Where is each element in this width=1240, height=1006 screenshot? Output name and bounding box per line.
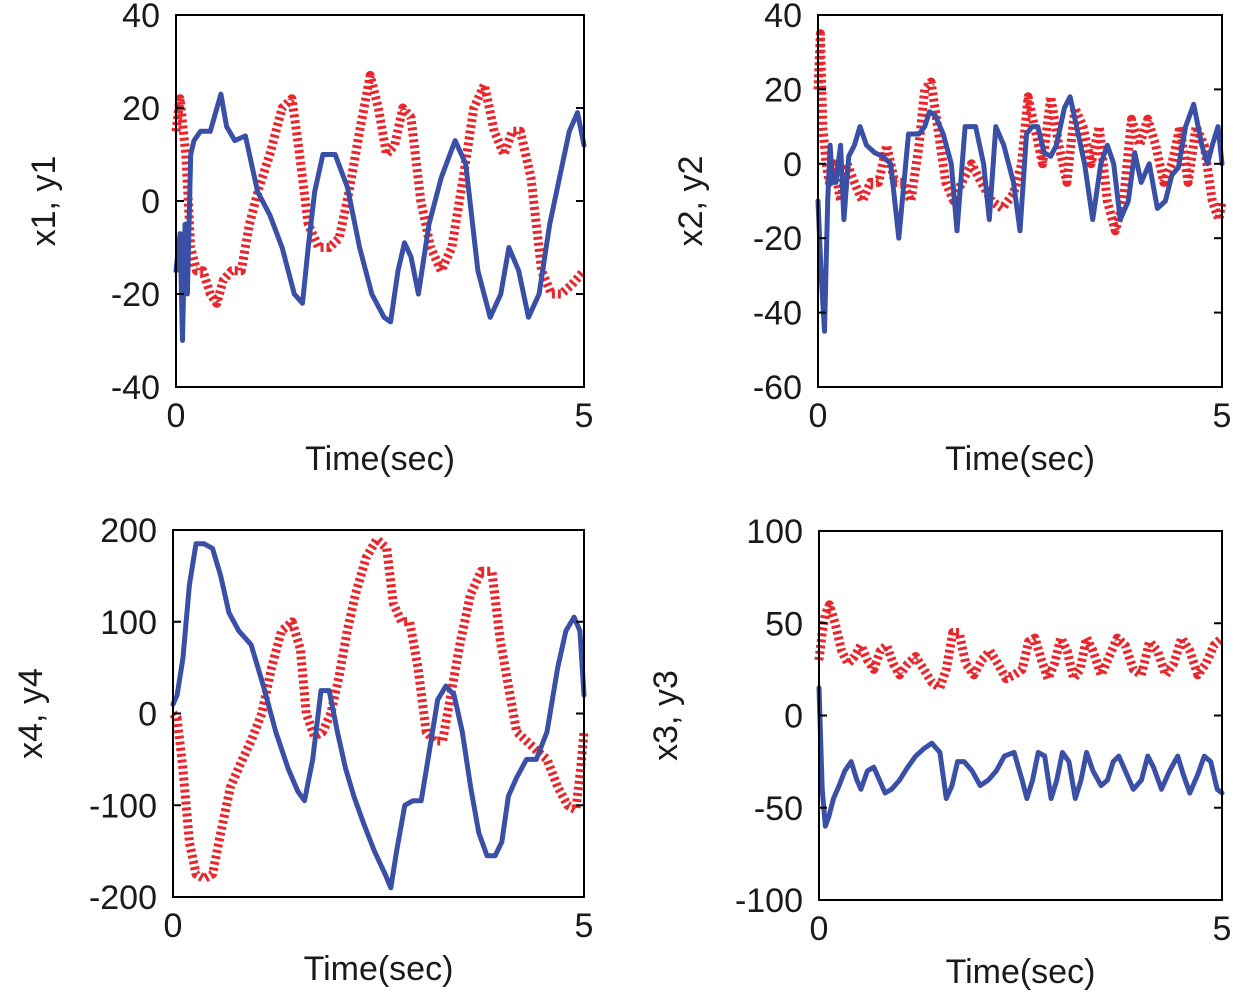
y-tick-label: 0: [138, 696, 157, 734]
series-line-x1: [173, 91, 587, 343]
y-axis-label: x1, y1: [25, 156, 63, 247]
y-tick-label: 100: [746, 513, 803, 551]
series-line-x3: [816, 685, 1225, 829]
x-tick-label: 5: [1213, 910, 1232, 948]
y-tick-label: 0: [783, 146, 802, 184]
x-axis-label: Time(sec): [304, 950, 454, 988]
y-tick-label: -20: [111, 276, 160, 314]
x-tick-label: 0: [810, 910, 829, 948]
y-tick-label: -100: [735, 882, 803, 920]
y-tick-label: -200: [89, 879, 157, 917]
plot-frame: [172, 529, 585, 898]
y-tick-label: -50: [754, 790, 803, 828]
y-tick-label: 50: [765, 605, 803, 643]
plot-frame: [175, 14, 585, 388]
y-tick-label: 200: [100, 512, 157, 550]
x-axis-label: Time(sec): [305, 440, 455, 478]
x-tick-label: 5: [575, 907, 594, 945]
y-tick-label: 20: [764, 71, 802, 109]
y-tick-label: 40: [122, 0, 160, 35]
y-tick-label: -60: [753, 369, 802, 407]
x-tick-label: 0: [167, 397, 186, 435]
x-tick-label: 5: [1213, 397, 1232, 435]
y-tick-label: 0: [784, 698, 803, 736]
y-tick-label: 40: [764, 0, 802, 35]
plot-frame: [818, 530, 1223, 901]
x-tick-label: 5: [575, 397, 594, 435]
chart-x4-y4: -200 -100 0 100 200 0 5 Time(sec) x4, y4: [12, 512, 593, 988]
x-tick-label: 0: [809, 397, 828, 435]
chart-x1-y1: -40 -20 0 20 40 0 5 Time(sec) x1, y1: [25, 0, 593, 478]
y-tick-label: -100: [89, 787, 157, 825]
plot-frame: [817, 14, 1223, 388]
chart-x3-y3: -100 -50 0 50 100 0 5 Time(sec) x3, y3: [647, 513, 1231, 991]
series-line-y4: [169, 534, 589, 884]
y-axis-label: x3, y3: [647, 670, 685, 761]
y-tick-label: 0: [141, 183, 160, 221]
series-line-y3: [814, 600, 1226, 693]
y-axis-label: x4, y4: [12, 668, 50, 759]
chart-x2-y2: -60 -40 -20 0 20 40 0 5 Time(sec) x2, y2: [672, 0, 1231, 478]
y-tick-label: -40: [111, 369, 160, 407]
y-tick-label: -40: [753, 295, 802, 333]
x-tick-label: 0: [164, 907, 183, 945]
y-axis-label: x2, y2: [672, 156, 710, 247]
series-line-x4: [170, 541, 587, 891]
x-axis-label: Time(sec): [945, 440, 1095, 478]
series-line-x2: [815, 94, 1225, 334]
series-line-y1: [171, 70, 588, 308]
y-tick-label: 100: [100, 604, 157, 642]
y-tick-label: -20: [753, 220, 802, 258]
x-axis-label: Time(sec): [946, 953, 1096, 991]
y-tick-label: 20: [122, 90, 160, 128]
